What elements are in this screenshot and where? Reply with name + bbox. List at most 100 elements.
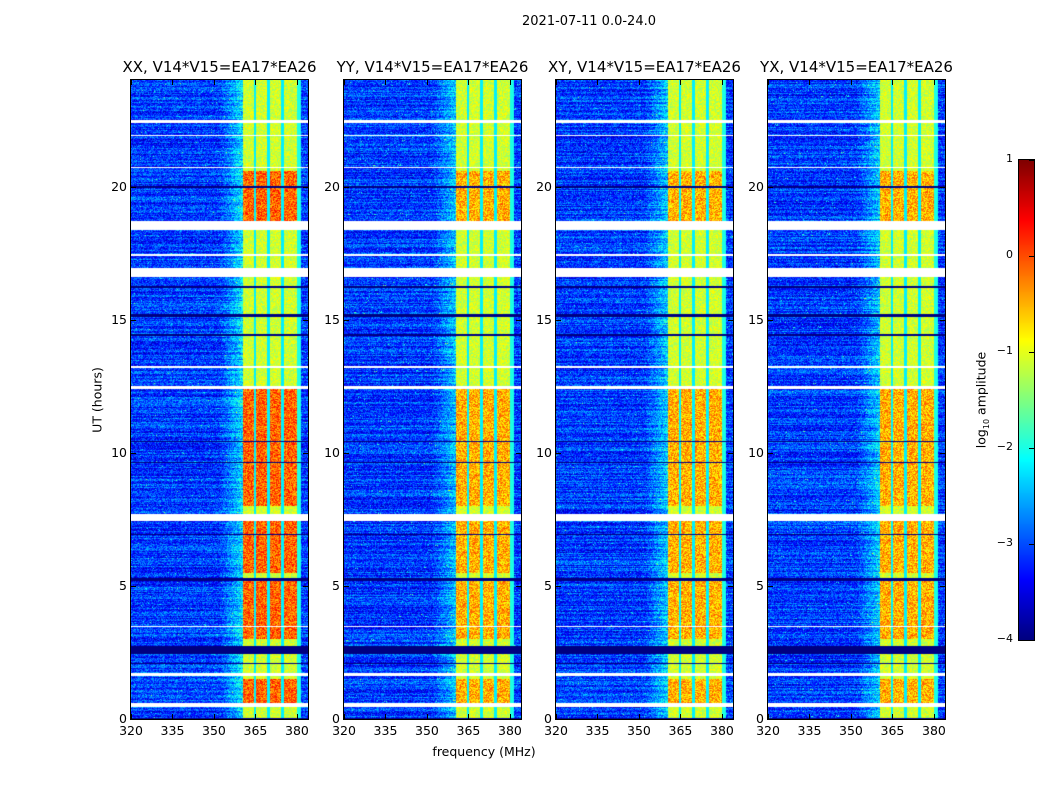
colorbar-label-sub: 10 — [981, 418, 991, 430]
y-tick — [516, 719, 521, 720]
y-tick-label: 5 — [119, 577, 127, 593]
x-tick — [172, 80, 174, 85]
colorbar-gradient — [1019, 160, 1034, 640]
y-tick — [303, 186, 308, 188]
x-tick — [850, 80, 852, 85]
x-tick — [509, 714, 511, 719]
y-tick-label: 10 — [536, 444, 552, 460]
x-tick-label: 380 — [285, 723, 309, 738]
x-tick — [809, 714, 811, 719]
x-tick-label: 320 — [544, 723, 568, 738]
y-tick-label: 20 — [748, 178, 764, 194]
y-axis-label: UT (hours) — [89, 367, 105, 433]
y-tick — [768, 186, 773, 188]
y-tick — [131, 452, 136, 454]
y-tick-label: 15 — [536, 311, 552, 327]
colorbar-tick-label: −3 — [996, 536, 1013, 549]
x-tick-label: 335 — [373, 723, 398, 738]
x-tick-label: 365 — [243, 723, 268, 738]
x-tick-label: 320 — [119, 723, 143, 738]
y-tick-label: 0 — [544, 711, 552, 726]
colorbar-label-suffix: amplitude — [973, 351, 989, 419]
y-tick-label: 5 — [756, 577, 764, 593]
spectrogram-panel — [555, 79, 734, 720]
y-tick-label: 20 — [324, 178, 340, 194]
x-tick — [255, 714, 257, 719]
spectrogram-panel — [767, 79, 946, 720]
y-tick — [516, 319, 521, 321]
y-tick — [131, 719, 136, 720]
y-tick — [768, 585, 773, 587]
y-tick-label: 15 — [748, 311, 764, 327]
y-tick — [940, 319, 945, 321]
x-axis-label: frequency (MHz) — [432, 744, 536, 759]
spectrogram-panel — [343, 79, 522, 720]
x-tick — [131, 80, 132, 85]
x-tick — [344, 714, 345, 719]
x-tick — [556, 714, 557, 719]
y-tick-label: 5 — [332, 577, 340, 593]
panel-title: XX, V14*V15=EA17*EA26 — [122, 58, 317, 76]
y-tick — [131, 585, 136, 587]
colorbar-tick — [1029, 352, 1034, 353]
y-tick — [303, 319, 308, 321]
y-tick-label: 0 — [332, 711, 340, 726]
x-tick-label: 350 — [627, 723, 651, 738]
x-tick — [597, 714, 599, 719]
y-tick — [768, 719, 773, 720]
colorbar-tick — [1029, 256, 1034, 257]
x-tick — [468, 80, 470, 85]
x-tick — [385, 714, 387, 719]
colorbar-tick — [1029, 640, 1034, 641]
figure-title: 2021-07-11 0.0-24.0 — [522, 14, 656, 29]
x-tick-label: 365 — [456, 723, 481, 738]
spectrogram-heatmap — [768, 80, 945, 719]
y-tick — [516, 585, 521, 587]
x-tick — [638, 714, 640, 719]
x-tick-label: 320 — [756, 723, 780, 738]
x-tick — [768, 714, 769, 719]
colorbar-tick — [1029, 160, 1034, 161]
y-tick — [131, 319, 136, 321]
y-tick — [728, 186, 733, 188]
x-tick — [933, 714, 935, 719]
y-tick-label: 10 — [748, 444, 764, 460]
y-tick — [344, 452, 349, 454]
x-tick-label: 365 — [880, 723, 905, 738]
y-tick — [728, 585, 733, 587]
x-tick — [172, 714, 174, 719]
y-tick — [516, 186, 521, 188]
y-tick-label: 0 — [119, 711, 127, 726]
x-tick-label: 320 — [332, 723, 356, 738]
x-tick — [721, 80, 723, 85]
colorbar-tick — [1029, 448, 1034, 449]
x-tick-label: 380 — [922, 723, 946, 738]
panel-title: YX, V14*V15=EA17*EA26 — [760, 58, 953, 76]
x-tick — [933, 80, 935, 85]
y-tick — [131, 186, 136, 188]
y-tick — [556, 319, 561, 321]
x-tick-label: 335 — [160, 723, 185, 738]
y-tick — [940, 585, 945, 587]
y-tick — [344, 585, 349, 587]
y-tick-label: 10 — [324, 444, 340, 460]
x-tick — [768, 80, 769, 85]
x-tick — [509, 80, 511, 85]
colorbar-label: log10 amplitude — [973, 352, 991, 448]
spectrogram-heatmap — [131, 80, 308, 719]
x-tick — [850, 714, 852, 719]
x-tick — [721, 714, 723, 719]
y-tick — [556, 585, 561, 587]
x-tick — [131, 714, 132, 719]
y-tick-label: 10 — [111, 444, 127, 460]
y-tick — [940, 452, 945, 454]
y-tick — [556, 719, 561, 720]
y-tick — [516, 452, 521, 454]
x-tick — [597, 80, 599, 85]
spectrogram-heatmap — [556, 80, 733, 719]
x-tick — [296, 714, 298, 719]
x-tick-label: 365 — [668, 723, 693, 738]
x-tick — [892, 714, 894, 719]
x-tick — [426, 80, 428, 85]
y-tick — [344, 319, 349, 321]
